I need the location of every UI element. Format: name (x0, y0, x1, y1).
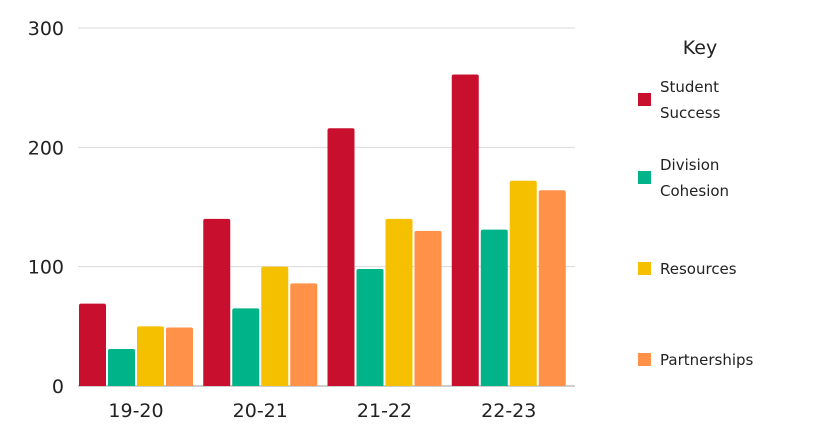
legend-title: Key (683, 37, 717, 59)
bar-division-cohesion-22-23 (480, 229, 508, 386)
y-axis-ticks: 0 100 200 300 (28, 18, 64, 398)
bar-resources-21-22 (385, 218, 413, 386)
x-tick-label: 21-22 (357, 400, 412, 422)
bar-division-cohesion-20-21 (232, 308, 260, 386)
x-axis-ticks: 19-20 20-21 21-22 22-23 (108, 400, 536, 422)
bar-partnerships-22-23 (538, 190, 566, 386)
legend-swatch-division-cohesion (638, 171, 651, 184)
bar-resources-22-23 (509, 180, 537, 386)
x-tick-label: 19-20 (108, 400, 163, 422)
legend: Key Student Success Division Cohesion Resour… (638, 37, 754, 369)
bar-partnerships-19-20 (166, 327, 193, 386)
bars (79, 74, 566, 387)
bar-student-success-19-20 (79, 303, 106, 386)
legend-label-resources: Resources (660, 260, 737, 278)
bar-resources-20-21 (261, 266, 289, 386)
legend-label-division-cohesion: Division Cohesion (660, 156, 729, 200)
legend-label-partnerships: Partnerships (660, 351, 754, 369)
legend-swatch-student-success (638, 93, 651, 106)
y-tick-label: 300 (28, 18, 64, 40)
x-tick-label: 20-21 (233, 400, 288, 422)
x-tick-label: 22-23 (481, 400, 536, 422)
y-tick-label: 200 (28, 137, 64, 159)
bar-student-success-21-22 (327, 128, 355, 387)
bar-student-success-20-21 (203, 218, 231, 386)
y-tick-label: 0 (52, 376, 64, 398)
bar-student-success-22-23 (451, 74, 479, 386)
bar-division-cohesion-21-22 (356, 269, 384, 386)
bar-partnerships-21-22 (414, 230, 442, 386)
bar-partnerships-20-21 (290, 283, 318, 386)
legend-swatch-partnerships (638, 353, 651, 366)
bar-division-cohesion-19-20 (108, 349, 135, 386)
bar-resources-19-20 (137, 326, 164, 386)
y-tick-label: 100 (28, 257, 64, 279)
legend-label-student-success: Student Success (660, 78, 721, 122)
legend-swatch-resources (638, 262, 651, 275)
